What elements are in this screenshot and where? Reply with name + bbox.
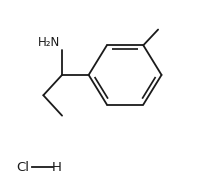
Text: Cl: Cl [16, 161, 29, 174]
Text: H: H [52, 161, 62, 174]
Text: H₂N: H₂N [38, 36, 60, 49]
